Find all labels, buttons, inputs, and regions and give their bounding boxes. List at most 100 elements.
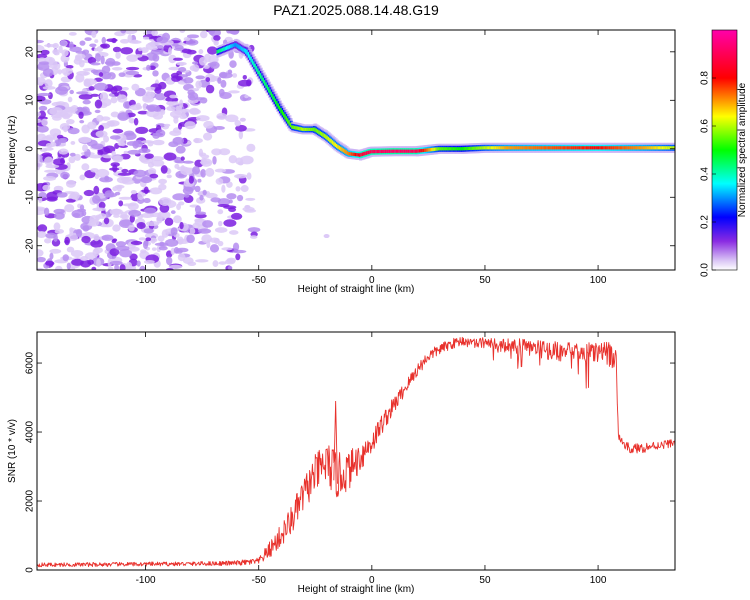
spectrogram-noise-cell — [156, 215, 163, 224]
spectrogram-noise-cell — [186, 34, 200, 39]
spectrogram-noise-cell — [221, 247, 233, 251]
spectrogram-noise-cell — [58, 148, 69, 155]
spectrogram-noise-cell — [213, 35, 221, 41]
spectrogram-noise-cell — [206, 46, 218, 55]
spectrogram-noise-cell — [240, 155, 254, 165]
spectrogram-noise-cell — [84, 78, 97, 86]
spectrogram-noise-cell — [194, 185, 201, 193]
spectrogram-noise-cell — [163, 152, 177, 161]
spectrogram-noise-cell — [93, 185, 100, 195]
snr-x-label: Height of straight line (km) — [298, 584, 415, 595]
spectrogram-noise-cell — [109, 260, 123, 266]
spectrogram-noise-cell — [124, 101, 130, 109]
spectrogram-noise-cell — [53, 208, 65, 214]
spectrogram-noise-cell — [49, 107, 64, 116]
spectrogram-noise-cell — [42, 85, 56, 90]
spectrogram-noise-cell — [37, 153, 41, 163]
spectrogram-noise-cell — [145, 237, 152, 242]
spectrogram-noise-cell — [60, 171, 70, 179]
spectrogram-noise-cell — [151, 247, 157, 251]
spectrogram-noise-cell — [37, 92, 51, 97]
spectrogram-noise-cell — [62, 254, 69, 262]
spectrogram-noise-cell — [132, 140, 139, 149]
spectrogram-noise-cell — [109, 167, 120, 171]
spectrogram-noise-cell — [214, 168, 227, 173]
spectrogram-noise-cell — [145, 104, 160, 111]
colorbar-tick-label: 0.6 — [700, 119, 711, 133]
spectrogram-noise-cell — [96, 258, 101, 268]
spectrogram-noise-cell — [200, 154, 210, 159]
spectrogram-noise-cell — [226, 181, 233, 188]
spectrogram-noise-cell — [192, 166, 201, 175]
spectrogram-noise-cell — [210, 197, 222, 203]
spectrogram-noise-cell — [208, 54, 219, 64]
spectrogram-noise-cell — [183, 193, 190, 198]
colorbar-ticks: 0.0 0.2 0.4 0.6 0.8 — [700, 71, 716, 277]
spectrogram-noise-cell — [194, 97, 206, 101]
spectrogram-noise-cell — [112, 224, 121, 232]
spectrogram-noise-cell — [66, 246, 75, 253]
snr-x-axis: -100 -50 0 50 100 — [136, 332, 607, 586]
spectrogram-noise-cell — [220, 79, 227, 88]
spectrogram-noise-cell — [195, 211, 207, 215]
spectrogram-noise-cell — [152, 54, 160, 62]
spectrogram-noise-cell — [95, 53, 101, 62]
spectrogram-noise-cell — [246, 172, 252, 180]
spectrogram-noise-cell — [37, 161, 43, 168]
spectrogram-noise-cell — [128, 246, 140, 252]
spectrogram-noise-cell — [179, 30, 186, 34]
spectrogram-noise-cell — [117, 172, 132, 176]
spectrogram-noise-cell — [79, 40, 86, 46]
spectrogram-noise-cell — [160, 165, 168, 174]
spectrogram-noise-cell — [116, 94, 128, 103]
spectrogram-noise-cell — [41, 118, 48, 127]
spectrogram-noise-cell — [202, 220, 214, 228]
spectrogram-noise-cell — [79, 204, 85, 211]
spectrogram-noise-cell — [143, 228, 154, 234]
spectrogram-noise-cell — [179, 99, 184, 108]
spectrogram-noise-cell — [140, 249, 147, 254]
spectrogram-x-tick-label: -50 — [251, 275, 266, 286]
spectrogram-noise-cell — [168, 47, 173, 56]
spectrogram-noise-cell — [152, 70, 159, 77]
spectrogram-noise-cell — [37, 206, 46, 211]
spectrogram-noise-cell — [211, 148, 222, 156]
spectrogram-noise-cell — [37, 230, 47, 239]
spectrogram-noise-cell — [198, 49, 204, 55]
spectrogram-noise-cell — [70, 140, 76, 145]
spectrogram-noise-cell — [112, 155, 124, 163]
spectrogram-y-axis: -20 -10 0 10 20 — [25, 46, 675, 253]
spectrogram-noise-cell — [133, 117, 139, 126]
spectrogram-noise-cell — [213, 126, 225, 130]
spectrogram-noise-cell — [189, 227, 196, 235]
spectrogram-noise-cell — [49, 252, 54, 260]
spectrogram-noise-cell — [112, 46, 122, 53]
spectrogram-noise-cell — [217, 209, 224, 215]
spectrogram-noise-cell — [111, 150, 116, 156]
spectrogram-noise-cell — [81, 235, 91, 244]
spectrogram-noise-cell — [37, 111, 41, 117]
spectrogram-noise-cell — [166, 256, 173, 266]
spectrogram-noise-cell — [136, 221, 146, 230]
spectrogram-noise-cell — [176, 61, 187, 66]
spectrogram-noise-cell — [183, 77, 194, 84]
spectrogram-noise-cell — [237, 161, 244, 166]
spectrogram-noise-cell — [144, 153, 154, 159]
spectrogram-noise-cell — [186, 234, 195, 244]
snr-series-line — [37, 336, 675, 568]
spectrogram-noise-cell — [78, 59, 85, 68]
spectrogram-noise-cell — [94, 174, 100, 180]
spectrogram-noise-cell — [176, 236, 184, 245]
snr-y-tick-label: 4000 — [25, 420, 36, 443]
spectrogram-noise-cell — [244, 204, 251, 209]
spectrogram-noise-cell — [323, 234, 330, 239]
spectrogram-noise-cell — [43, 207, 50, 216]
spectrogram-noise-cell — [202, 132, 213, 141]
spectrogram-noise-cell — [71, 258, 84, 266]
spectrogram-noise-cell — [115, 51, 121, 60]
spectrogram-noise-cell — [161, 229, 169, 238]
spectrogram-noise-cell — [212, 155, 217, 165]
spectrogram-noise-cell — [140, 189, 152, 193]
spectrogram-noise-cell — [82, 144, 88, 152]
